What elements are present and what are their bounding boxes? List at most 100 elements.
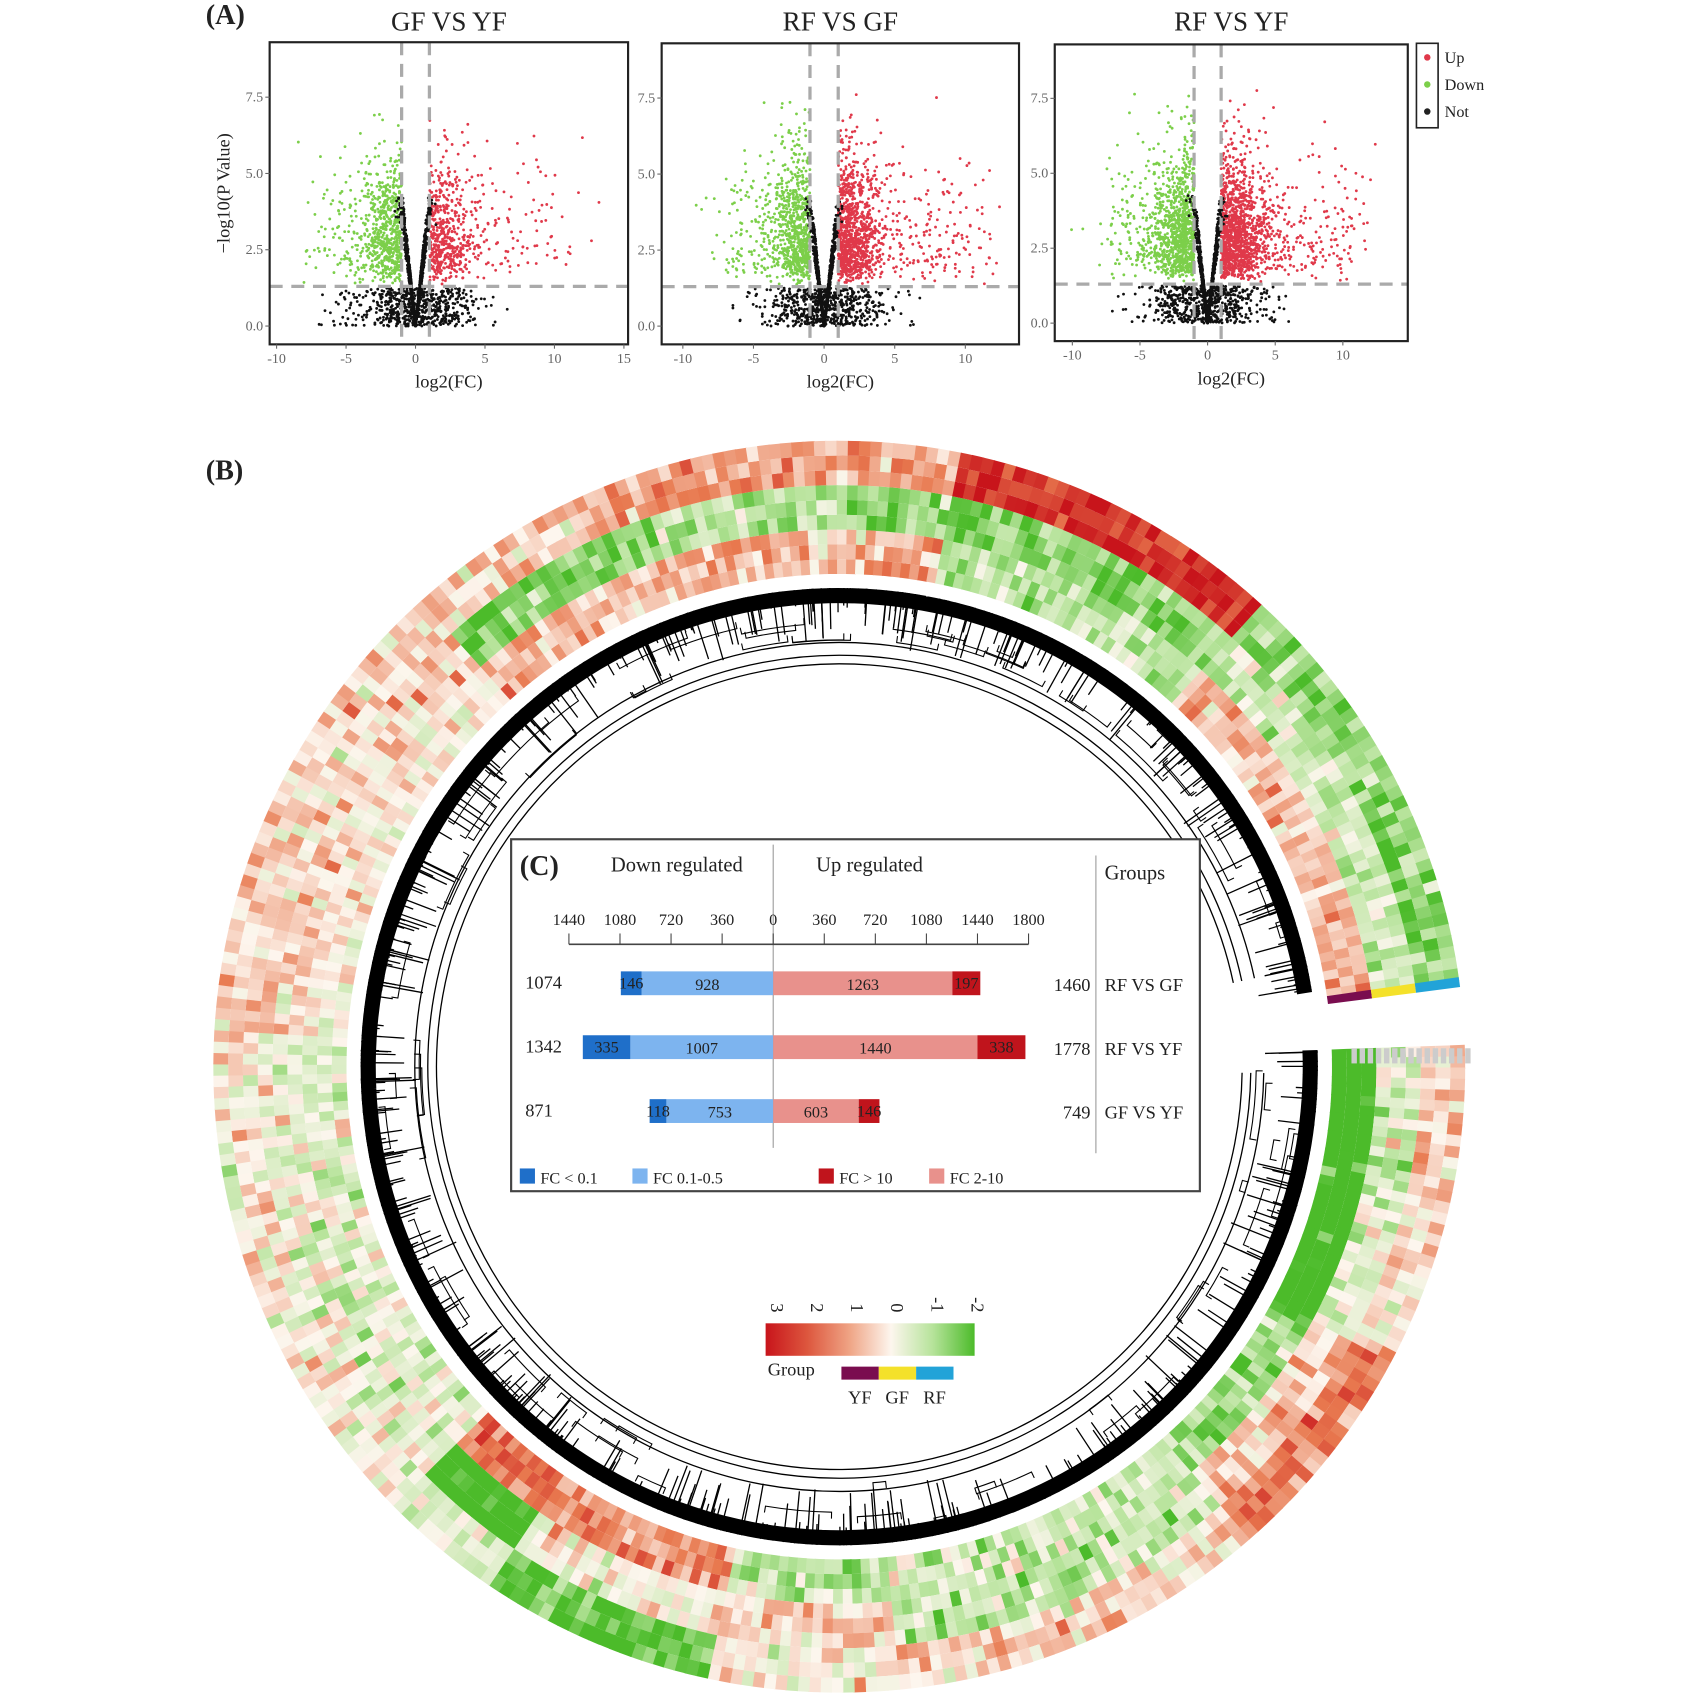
data-point	[798, 231, 802, 235]
data-point	[455, 270, 459, 274]
data-point	[873, 237, 877, 240]
data-point	[377, 228, 381, 232]
data-point	[451, 306, 455, 310]
data-point	[455, 197, 459, 201]
data-point	[397, 260, 401, 264]
data-point	[780, 135, 784, 139]
data-point	[395, 321, 399, 325]
data-point	[358, 132, 362, 135]
data-point	[775, 207, 779, 211]
data-point	[429, 207, 433, 211]
data-point	[863, 165, 867, 169]
data-point	[797, 187, 801, 191]
data-point	[465, 168, 469, 172]
data-point	[933, 279, 937, 283]
data-point	[378, 184, 382, 188]
data-point	[354, 214, 358, 218]
data-point	[525, 246, 529, 250]
data-point	[390, 236, 394, 240]
data-point	[434, 324, 438, 328]
data-point	[778, 224, 782, 228]
data-point	[443, 211, 447, 215]
data-point	[568, 245, 572, 249]
data-point	[439, 320, 443, 324]
data-point	[392, 191, 396, 195]
data-point	[851, 197, 854, 201]
data-point	[331, 227, 335, 231]
data-point	[481, 230, 485, 233]
data-point	[792, 211, 795, 215]
data-point	[925, 229, 928, 233]
data-point	[456, 300, 460, 304]
data-point	[779, 238, 782, 242]
data-point	[340, 201, 344, 205]
data-point	[980, 212, 984, 216]
data-point	[776, 218, 780, 222]
data-point	[801, 173, 804, 177]
data-point	[432, 194, 436, 198]
data-point	[729, 234, 733, 238]
data-point	[866, 175, 870, 179]
data-point	[370, 253, 374, 256]
data-point	[386, 323, 389, 327]
data-point	[460, 304, 464, 308]
data-point	[322, 192, 326, 196]
data-point	[441, 229, 445, 232]
data-point	[844, 200, 848, 204]
data-point	[447, 193, 451, 197]
data-point	[367, 195, 371, 199]
data-point	[387, 251, 390, 255]
data-point	[870, 235, 873, 239]
data-point	[988, 169, 991, 172]
data-point	[462, 235, 466, 239]
data-point	[466, 311, 470, 315]
data-point	[843, 280, 847, 284]
data-point	[448, 246, 452, 250]
data-point	[355, 248, 359, 252]
data-point	[758, 154, 762, 158]
data-point	[871, 254, 874, 258]
data-point	[476, 275, 480, 279]
data-point	[439, 205, 442, 209]
data-point	[389, 288, 393, 292]
data-point	[786, 168, 790, 171]
data-point	[783, 146, 787, 150]
data-point	[888, 246, 892, 249]
data-point	[840, 176, 844, 180]
data-point	[354, 271, 358, 274]
data-point	[794, 247, 798, 251]
data-point	[725, 258, 729, 261]
data-point	[379, 241, 383, 245]
data-point	[736, 250, 740, 253]
data-point	[368, 251, 372, 255]
data-point	[340, 257, 343, 261]
data-point	[977, 246, 981, 250]
data-point	[921, 271, 924, 275]
y-tick-label: 0.0	[246, 318, 264, 334]
data-point	[426, 211, 430, 214]
data-point	[439, 272, 443, 276]
data-point	[325, 254, 329, 257]
data-point	[392, 223, 396, 227]
data-point	[794, 204, 798, 207]
data-point	[792, 221, 796, 225]
data-point	[843, 193, 847, 197]
data-point	[385, 188, 389, 192]
data-point	[457, 237, 461, 241]
data-point	[787, 227, 791, 231]
data-point	[349, 268, 352, 272]
data-point	[766, 202, 770, 206]
data-point	[856, 160, 860, 164]
data-point	[442, 209, 446, 212]
data-point	[411, 319, 415, 322]
data-point	[776, 186, 780, 190]
data-point	[930, 255, 934, 259]
data-point	[842, 209, 846, 213]
data-point	[439, 323, 442, 326]
data-point	[848, 115, 852, 119]
data-point	[345, 250, 349, 254]
data-point	[418, 315, 422, 318]
data-point	[395, 247, 399, 250]
data-point	[944, 230, 948, 234]
data-point	[920, 246, 923, 249]
